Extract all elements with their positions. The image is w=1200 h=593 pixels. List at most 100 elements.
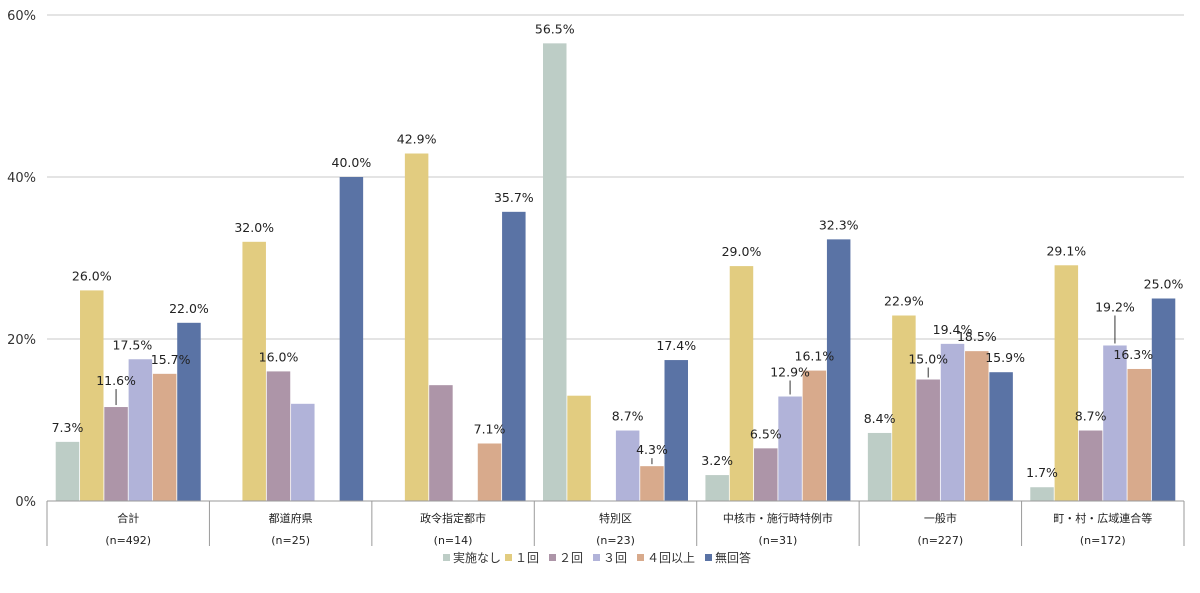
bar-3-3	[429, 385, 453, 501]
bar-4-2	[291, 403, 315, 501]
category-label: 都道府県	[269, 511, 313, 525]
y-tick-label: 20%	[7, 333, 36, 348]
legend: 実施なし １回 ２回 ３回 ４回以上 無回答	[443, 550, 751, 565]
data-label: 4.3%	[636, 442, 668, 457]
legend-swatch	[705, 554, 712, 561]
category-label: 一般市	[924, 511, 957, 525]
category-label: 中核市・施行時特例市	[723, 511, 833, 525]
bar-2-1	[80, 290, 104, 501]
bar-5-7	[1127, 368, 1151, 501]
data-label: 11.6%	[96, 373, 136, 388]
category-label: 政令指定都市	[420, 511, 486, 525]
data-label: 3.2%	[701, 453, 733, 468]
data-label: 8.7%	[1075, 409, 1107, 424]
legend-swatch	[637, 554, 644, 561]
bars	[55, 43, 1176, 502]
legend-label: 実施なし	[453, 550, 501, 565]
category-count-label: (n=172)	[1080, 534, 1126, 547]
data-label: 25.0%	[1144, 277, 1184, 292]
bar-6-6	[989, 372, 1013, 501]
data-label: 7.3%	[52, 420, 84, 435]
category-count-label: (n=14)	[434, 534, 473, 547]
bar-3-1	[104, 407, 128, 501]
bar-5-5	[802, 370, 827, 501]
data-label: 12.9%	[770, 365, 810, 380]
bar-1-4	[543, 43, 567, 501]
bar-2-6	[892, 315, 916, 501]
legend-swatch	[443, 554, 450, 561]
category-label: 町・村・広域連合等	[1053, 511, 1152, 525]
data-label: 17.4%	[656, 338, 696, 353]
data-label: 32.3%	[819, 217, 859, 232]
bar-2-3	[404, 153, 429, 501]
bar-4-7	[1103, 345, 1127, 501]
data-label: 7.1%	[474, 421, 506, 436]
data-label: 19.2%	[1095, 299, 1135, 314]
data-label: 22.9%	[884, 294, 924, 309]
bar-1-6	[867, 432, 892, 501]
bar-1-5	[705, 475, 729, 501]
data-label: 22.0%	[169, 301, 209, 316]
data-label: 56.5%	[535, 21, 575, 36]
data-label: 26.0%	[72, 268, 112, 283]
data-label: 16.0%	[259, 349, 299, 364]
bar-5-4	[640, 466, 664, 501]
bar-4-5	[778, 396, 802, 501]
data-label: 29.1%	[1046, 243, 1086, 258]
bar-3-6	[916, 379, 940, 501]
category-count-label: (n=25)	[271, 534, 310, 547]
y-tick-label: 60%	[7, 9, 36, 24]
legend-swatch	[505, 554, 512, 561]
data-label: 19.4%	[933, 322, 973, 337]
y-tick-label: 40%	[7, 171, 36, 186]
data-label: 17.5%	[113, 337, 153, 352]
bar-3-7	[1078, 430, 1103, 501]
legend-label: 無回答	[715, 550, 751, 565]
data-label: 16.3%	[1113, 347, 1153, 362]
data-label: 29.0%	[722, 244, 762, 259]
legend-swatch	[593, 554, 600, 561]
data-label: 8.4%	[864, 411, 896, 426]
category-label: 特別区	[599, 511, 632, 525]
category-count-label: (n=31)	[759, 534, 798, 547]
bar-1-7	[1030, 487, 1054, 501]
data-label: 15.9%	[985, 350, 1025, 365]
bar-6-5	[826, 239, 851, 501]
bar-6-1	[177, 322, 201, 501]
data-label: 35.7%	[494, 190, 534, 205]
legend-label: ４回以上	[647, 551, 695, 565]
data-label: 42.9%	[397, 132, 437, 147]
data-label: 6.5%	[750, 426, 782, 441]
data-label: 32.0%	[234, 220, 274, 235]
bar-2-2	[242, 241, 266, 502]
data-label: 40.0%	[332, 155, 372, 170]
bar-2-5	[729, 266, 754, 501]
data-label: 16.1%	[795, 349, 835, 364]
legend-label: ３回	[603, 551, 627, 565]
bar-4-1	[128, 359, 153, 501]
data-label: 8.7%	[612, 409, 644, 424]
bar-6-2	[339, 177, 364, 501]
x-axis: 合計 (n=492) 都道府県 (n=25) 政令指定都市 (n=14) 特別区 (n=23)…	[46, 500, 1185, 547]
category-count-label: (n=227)	[917, 534, 963, 547]
bar-5-3	[477, 443, 502, 501]
y-axis-ticks: 0% 20% 40% 60%	[7, 9, 36, 510]
data-label: 1.7%	[1026, 465, 1058, 480]
category-count-label: (n=492)	[105, 534, 151, 547]
bar-6-7	[1151, 298, 1176, 501]
legend-label: ２回	[559, 551, 583, 565]
bar-2-7	[1054, 265, 1079, 501]
bar-3-5	[754, 448, 778, 501]
data-labels: 7.3% 56.5% 3.2% 8.4% 1.7% 26.0% 32.0% 42.9% 29.0…	[52, 21, 1184, 480]
legend-swatch	[549, 554, 556, 561]
bar-6-4	[664, 360, 688, 501]
y-tick-label: 0%	[15, 495, 36, 510]
bar-2-4	[567, 395, 591, 501]
category-label: 合計	[117, 511, 139, 525]
bar-5-6	[965, 351, 989, 501]
bar-4-4	[615, 430, 640, 501]
data-label: 18.5%	[957, 329, 997, 344]
bar-4-6	[940, 343, 965, 501]
data-label: 15.7%	[151, 352, 191, 367]
